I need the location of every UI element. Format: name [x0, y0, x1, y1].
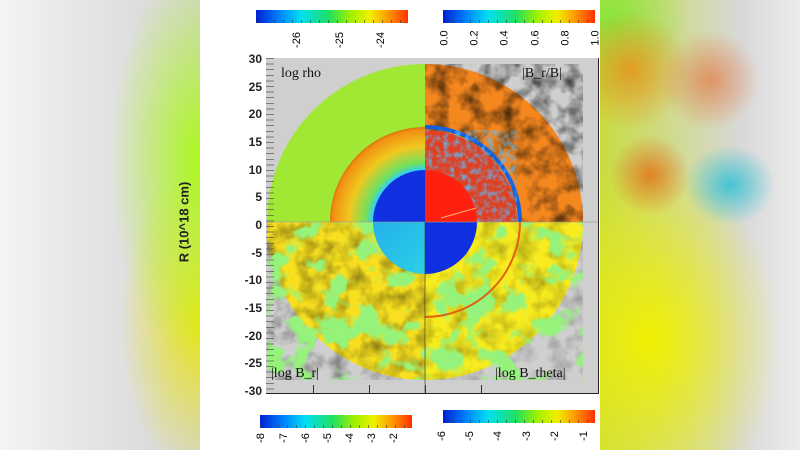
cbar-tr-tick: 0.0: [438, 30, 451, 46]
y-tick: -10: [244, 273, 262, 287]
y-tick: 10: [248, 163, 262, 177]
quadrant-log-btheta: [425, 222, 583, 380]
label-log-br: |log B_r|: [271, 366, 319, 381]
cbar-bl-tick: -5: [321, 433, 334, 443]
y-tick: 25: [248, 80, 262, 94]
cbar-tl-tick: -25: [333, 32, 346, 48]
simulation-plot-area: [266, 58, 599, 394]
y-tick: 5: [255, 190, 262, 204]
x-axis-tick: [369, 385, 370, 393]
colorbar-log-rho: [256, 10, 408, 23]
y-tick: -30: [244, 384, 262, 398]
y-tick: 30: [248, 52, 262, 66]
cbar-br-tick: -3: [520, 431, 533, 441]
colorbar-log-btheta: [443, 410, 595, 423]
x-axis-tick: [313, 385, 314, 393]
y-axis-title: R (10^18 cm): [176, 181, 192, 263]
cbar-tr-tick: 0.8: [559, 30, 572, 46]
cbar-br-tick: -1: [577, 431, 590, 441]
label-br-over-b: |B_r/B|: [522, 66, 562, 81]
quadrant-log-br: [267, 222, 425, 380]
cbar-tr-tick: 1.0: [589, 30, 602, 46]
cbar-bl-tick: -4: [343, 433, 356, 443]
y-tick: -25: [244, 356, 262, 370]
y-axis-ticks: [266, 58, 274, 393]
colorbar-log-br: [260, 415, 412, 428]
cbar-tr-tick: 0.2: [468, 30, 481, 46]
y-tick: -15: [244, 301, 262, 315]
cbar-br-tick: -6: [435, 431, 448, 441]
cbar-bl-tick: -3: [365, 433, 378, 443]
y-tick: 20: [248, 107, 262, 121]
cbar-bl-tick: -7: [277, 433, 290, 443]
x-axis-tick: [425, 385, 426, 393]
y-tick: -20: [244, 329, 262, 343]
cbar-tl-tick: -26: [290, 32, 303, 48]
cbar-bl-tick: -2: [387, 433, 400, 443]
y-tick: -5: [251, 246, 262, 260]
cbar-tl-tick: -24: [374, 32, 387, 48]
blurred-background-left: [0, 0, 200, 450]
x-axis-tick: [481, 385, 482, 393]
y-tick: 15: [248, 135, 262, 149]
label-log-btheta: |log B_theta|: [495, 366, 566, 381]
y-tick: 0: [255, 218, 262, 232]
quadrant-br-over-b: [425, 64, 583, 222]
cbar-tr-tick: 0.4: [498, 30, 511, 46]
blurred-background-right: [600, 0, 800, 450]
colorbar-br-over-b: [443, 10, 595, 23]
cbar-bl-tick: -6: [299, 433, 312, 443]
cbar-tr-tick: 0.6: [529, 30, 542, 46]
cbar-br-tick: -4: [491, 431, 504, 441]
simulation-slices: [266, 64, 598, 393]
cbar-br-tick: -2: [548, 431, 561, 441]
cbar-br-tick: -5: [463, 431, 476, 441]
quadrant-log-rho: [267, 64, 425, 222]
cbar-bl-tick: -8: [254, 433, 267, 443]
y-axis-tick-labels: 30 25 20 15 10 5 0 -5 -10 -15 -20 -25 -3…: [222, 50, 262, 400]
label-log-rho: log rho: [281, 66, 322, 81]
